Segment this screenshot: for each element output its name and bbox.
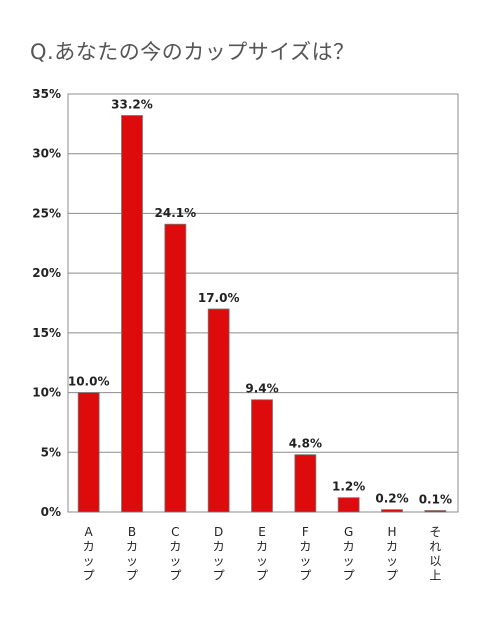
- data-label: 9.4%: [245, 382, 278, 396]
- data-label: 1.2%: [332, 480, 365, 494]
- x-category-char: ッ: [213, 554, 225, 568]
- bar: [207, 308, 230, 513]
- x-category-char: C: [171, 525, 179, 539]
- y-tick-label: 5%: [41, 445, 61, 459]
- bar: [424, 510, 447, 513]
- x-category-char: プ: [169, 569, 181, 583]
- x-category-char: カ: [256, 540, 268, 554]
- bar: [251, 399, 273, 513]
- x-category-char: れ: [429, 540, 441, 554]
- x-category-char: F: [302, 525, 309, 539]
- x-category-char: カ: [299, 540, 311, 554]
- x-category-char: カ: [343, 540, 355, 554]
- x-category-char: 以: [429, 554, 441, 568]
- x-category-char: 上: [429, 569, 441, 583]
- x-category-char: プ: [386, 569, 398, 583]
- y-tick-label: 0%: [41, 505, 61, 519]
- bar: [294, 454, 317, 513]
- x-category-char: D: [214, 525, 223, 539]
- x-category-char: H: [387, 525, 396, 539]
- x-category-char: プ: [213, 569, 225, 583]
- x-category-char: プ: [343, 569, 355, 583]
- x-category-char: プ: [126, 569, 138, 583]
- data-label: 0.2%: [375, 492, 408, 506]
- x-category-char: プ: [83, 569, 95, 583]
- x-category-char: そ: [429, 525, 441, 539]
- data-label: 33.2%: [111, 97, 153, 111]
- x-category-char: ッ: [126, 554, 138, 568]
- bar: [77, 392, 100, 513]
- x-category-char: プ: [256, 569, 268, 583]
- y-tick-label: 15%: [32, 326, 61, 340]
- data-label: 24.1%: [155, 206, 197, 220]
- bar: [121, 115, 143, 513]
- x-category-char: E: [258, 525, 266, 539]
- y-tick-label: 25%: [32, 206, 61, 220]
- x-category-char: カ: [386, 540, 398, 554]
- x-category-char: B: [128, 525, 136, 539]
- bars: [77, 115, 447, 513]
- data-label: 10.0%: [68, 375, 110, 389]
- bar: [337, 497, 360, 513]
- x-category-char: G: [344, 525, 353, 539]
- y-tick-label: 10%: [32, 386, 61, 400]
- x-category-char: プ: [299, 569, 311, 583]
- y-axis-ticks: 0% 5% 10% 15% 20% 25% 30% 35%: [32, 87, 61, 519]
- y-tick-label: 35%: [32, 87, 61, 101]
- x-category-char: ッ: [386, 554, 398, 568]
- data-label: 0.1%: [419, 493, 452, 507]
- x-category-char: カ: [213, 540, 225, 554]
- y-tick-label: 30%: [32, 147, 61, 161]
- x-category-char: ッ: [83, 554, 95, 568]
- x-category-char: ッ: [299, 554, 311, 568]
- x-category-char: ッ: [169, 554, 181, 568]
- x-category-char: カ: [126, 540, 138, 554]
- data-labels: 10.0% 33.2% 24.1% 17.0% 9.4% 4.8% 1.2% 0.2% 0.1%: [68, 97, 452, 506]
- y-tick-label: 20%: [32, 266, 61, 280]
- x-category-char: ッ: [343, 554, 355, 568]
- chart-title: Q.あなたの今のカップサイズは？: [30, 40, 355, 64]
- bar: [164, 223, 187, 513]
- x-category-char: カ: [83, 540, 95, 554]
- data-label: 4.8%: [289, 437, 322, 451]
- x-category-char: カ: [169, 540, 181, 554]
- bar: [381, 509, 403, 513]
- x-category-char: A: [85, 525, 94, 539]
- x-category-char: ッ: [256, 554, 268, 568]
- data-label: 17.0%: [198, 291, 240, 305]
